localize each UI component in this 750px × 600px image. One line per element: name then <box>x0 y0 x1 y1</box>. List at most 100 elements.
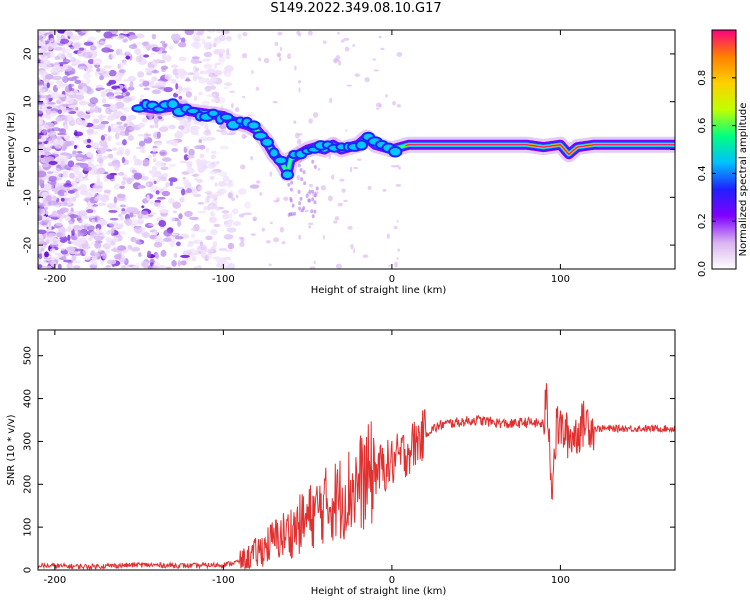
noise-blob <box>193 95 198 102</box>
noise-blob <box>78 47 85 51</box>
noise-blob <box>165 182 170 188</box>
noise-blob <box>269 221 273 225</box>
noise-blob <box>153 158 157 163</box>
noise-blob <box>269 171 273 177</box>
noise-blob <box>57 263 62 269</box>
noise-blob <box>107 162 114 167</box>
noise-blob <box>289 198 293 203</box>
noise-blob <box>136 262 140 267</box>
noise-blob <box>86 88 94 95</box>
noise-blob <box>105 231 111 235</box>
noise-blob <box>105 237 113 244</box>
noise-blob <box>202 58 211 62</box>
noise-blob <box>289 187 293 192</box>
ridge-knot <box>219 112 234 122</box>
noise-blob <box>140 175 149 181</box>
noise-blob <box>107 203 114 210</box>
colorbar-tick-label: 0.2 <box>697 213 708 229</box>
noise-blob <box>137 122 146 128</box>
noise-blob <box>193 265 203 269</box>
noise-blob <box>157 204 164 210</box>
noise-blob <box>38 32 44 38</box>
noise-blob <box>88 236 93 242</box>
noise-blob <box>56 213 67 219</box>
noise-blob <box>186 77 190 81</box>
noise-blob <box>297 189 301 194</box>
spectrogram-y-tick-label: -10 <box>23 189 34 205</box>
noise-blob <box>86 128 94 134</box>
noise-blob <box>51 195 57 201</box>
noise-blob <box>153 180 157 185</box>
noise-blob <box>182 250 193 256</box>
noise-blob <box>142 158 150 166</box>
noise-blob <box>226 35 232 41</box>
noise-blob <box>115 111 124 117</box>
noise-blob <box>42 265 47 269</box>
noise-blob <box>195 131 199 137</box>
noise-blob <box>96 227 100 235</box>
noise-blob <box>152 131 162 140</box>
noise-blob <box>146 181 150 187</box>
ridge-knot <box>355 139 368 151</box>
noise-blob <box>206 36 212 39</box>
noise-blob <box>91 124 102 130</box>
noise-blob <box>68 196 77 203</box>
noise-blob <box>66 246 75 253</box>
noise-blob <box>186 154 195 159</box>
noise-blob <box>94 105 99 113</box>
spectrogram-y-tick-label: 20 <box>23 48 34 61</box>
noise-blob <box>273 199 278 203</box>
noise-blob <box>268 263 272 267</box>
noise-blob <box>96 45 102 48</box>
noise-blob <box>55 116 63 122</box>
noise-blob <box>352 44 356 47</box>
noise-blob <box>120 115 127 122</box>
noise-blob <box>345 129 348 132</box>
noise-blob <box>308 189 312 194</box>
noise-blob <box>173 92 179 98</box>
noise-blob <box>67 190 75 194</box>
noise-blob <box>59 128 67 134</box>
noise-blob <box>155 160 165 168</box>
noise-blob <box>107 135 112 142</box>
noise-blob <box>343 199 348 203</box>
noise-blob <box>148 223 157 226</box>
noise-blob <box>143 87 150 91</box>
noise-blob <box>121 180 126 186</box>
noise-blob <box>145 133 152 137</box>
noise-blob <box>38 229 47 235</box>
noise-blob <box>85 68 91 74</box>
noise-blob <box>146 43 151 52</box>
ridge-knot <box>268 147 280 159</box>
noise-blob <box>215 207 220 212</box>
noise-blob <box>65 97 74 105</box>
noise-blob <box>315 186 319 191</box>
noise-blob <box>225 183 235 188</box>
noise-blob <box>160 40 166 44</box>
noise-blob <box>211 150 217 154</box>
noise-blob <box>55 80 64 85</box>
noise-blob <box>60 248 65 251</box>
noise-blob <box>333 57 338 64</box>
noise-blob <box>340 39 345 43</box>
noise-blob <box>91 165 98 173</box>
noise-blob <box>252 216 258 222</box>
noise-blob <box>38 70 47 75</box>
noise-blob <box>130 237 140 243</box>
noise-blob <box>114 74 123 82</box>
noise-blob <box>73 145 78 149</box>
noise-blob <box>287 212 291 217</box>
noise-blob <box>115 162 120 168</box>
noise-blob <box>101 98 107 104</box>
noise-blob <box>116 193 126 199</box>
noise-blob <box>81 101 89 105</box>
noise-blob <box>92 58 103 66</box>
noise-blob <box>122 176 127 181</box>
noise-blob <box>55 221 63 227</box>
noise-blob <box>38 63 43 66</box>
noise-blob <box>122 95 132 104</box>
noise-blob <box>307 30 313 36</box>
noise-blob <box>152 263 156 269</box>
noise-blob <box>106 259 117 265</box>
noise-blob <box>38 138 44 143</box>
